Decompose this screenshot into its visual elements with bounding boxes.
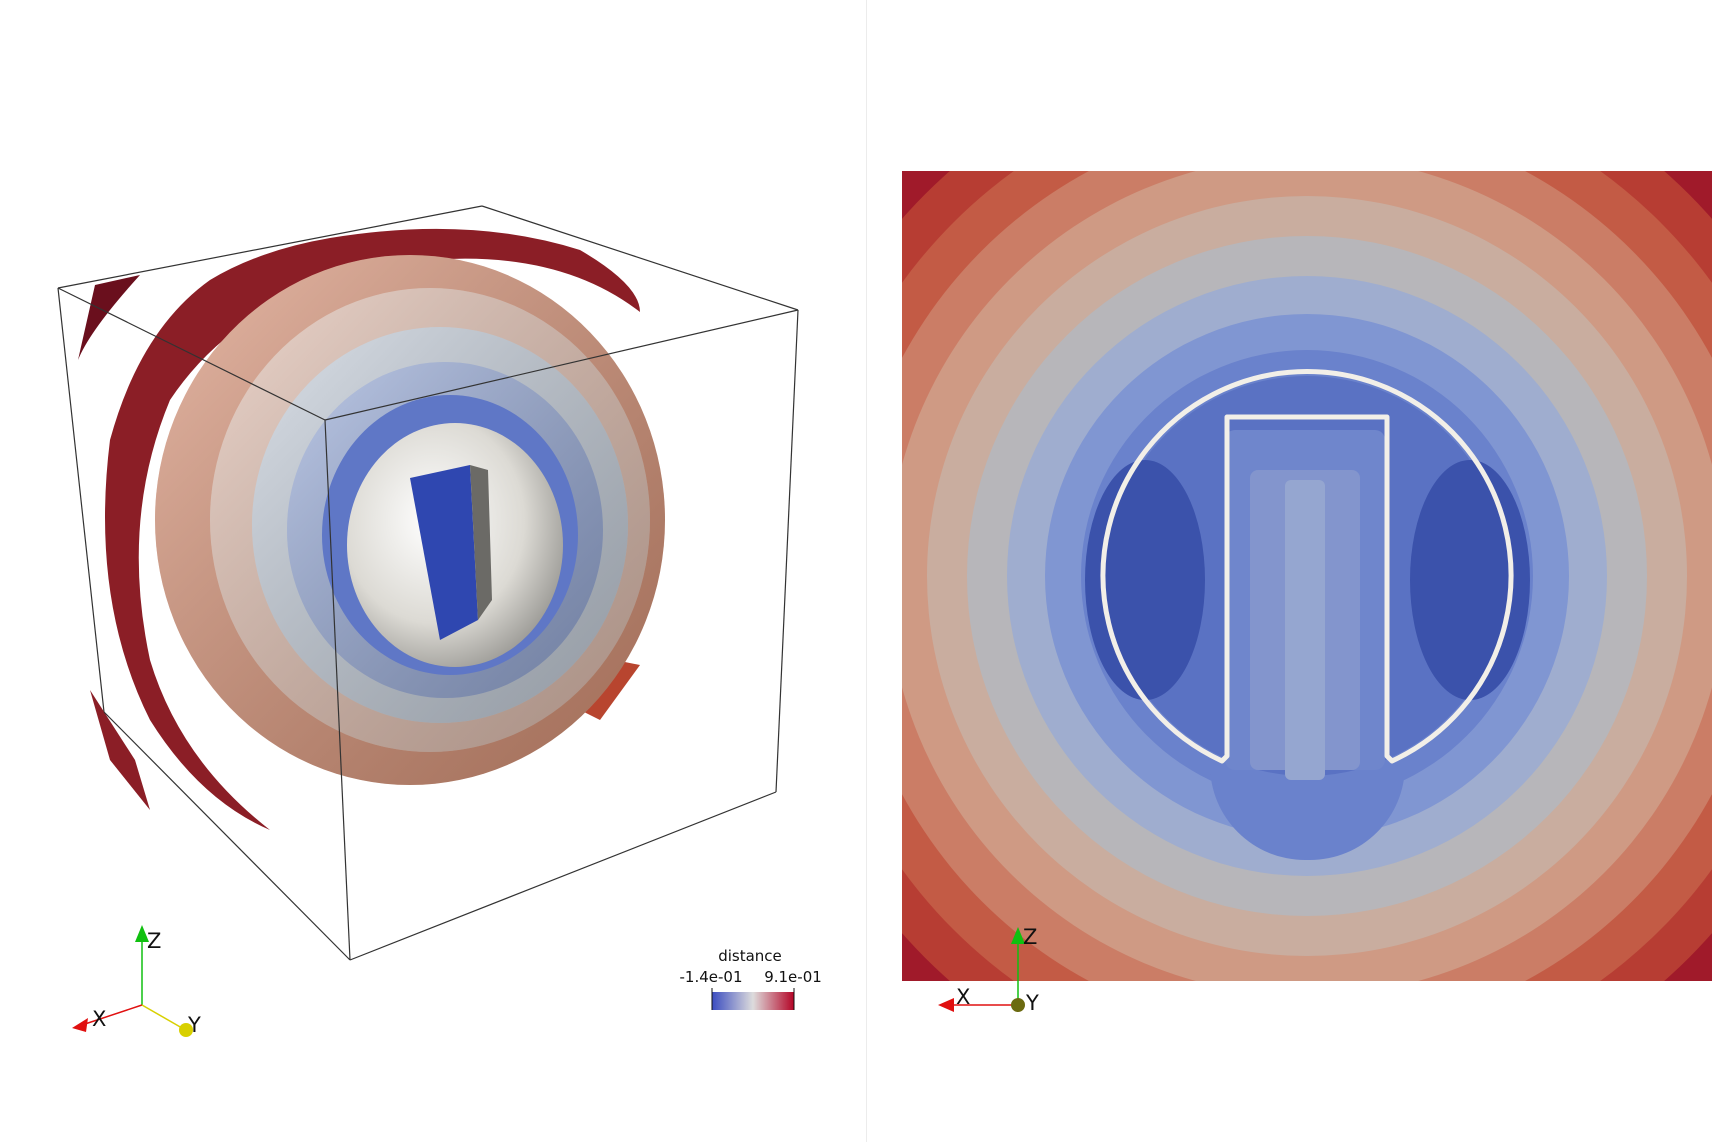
- legend-max-label: 9.1e-01: [764, 968, 822, 986]
- legend-title: distance: [718, 947, 782, 965]
- axis-y-label: Y: [1025, 991, 1039, 1015]
- bounding-box-back: [57, 205, 799, 713]
- zero-contour: [1100, 369, 1514, 764]
- axis-x-arrow-icon: [72, 1018, 88, 1032]
- legend-colorbar: [712, 992, 794, 1010]
- axis-z-label: Z: [147, 929, 161, 953]
- view-separator[interactable]: [866, 0, 867, 1142]
- slice-render[interactable]: Z X Y: [868, 0, 1724, 1142]
- axis-z-label: Z: [1023, 925, 1037, 949]
- axis-x-arrow-icon: [938, 998, 954, 1012]
- axis-x-label: X: [92, 1007, 106, 1031]
- orientation-axes-2d: Z X Y: [938, 925, 1039, 1015]
- core-slot: [410, 465, 478, 640]
- render-view-3d[interactable]: Z X Y distance -1.4e-01 9.1e-01: [0, 0, 866, 1142]
- isosurface-render[interactable]: Z X Y distance -1.4e-01 9.1e-01: [0, 0, 866, 1142]
- axis-y-arrow-icon: [179, 1023, 193, 1037]
- axis-x-label: X: [956, 985, 970, 1009]
- legend-min-label: -1.4e-01: [680, 968, 743, 986]
- axis-z-arrow-icon: [135, 925, 149, 942]
- axis-y-point-icon: [1011, 998, 1025, 1012]
- slice-contour-field: [902, 171, 1712, 981]
- axis-z-arrow-icon: [1011, 927, 1025, 944]
- color-legend[interactable]: distance -1.4e-01 9.1e-01: [680, 947, 822, 1010]
- orientation-axes-3d: Z X Y: [72, 925, 201, 1037]
- bounding-box-front: [57, 287, 799, 961]
- render-view-slice[interactable]: Z X Y: [868, 0, 1724, 1142]
- axis-y-label: Y: [187, 1013, 201, 1037]
